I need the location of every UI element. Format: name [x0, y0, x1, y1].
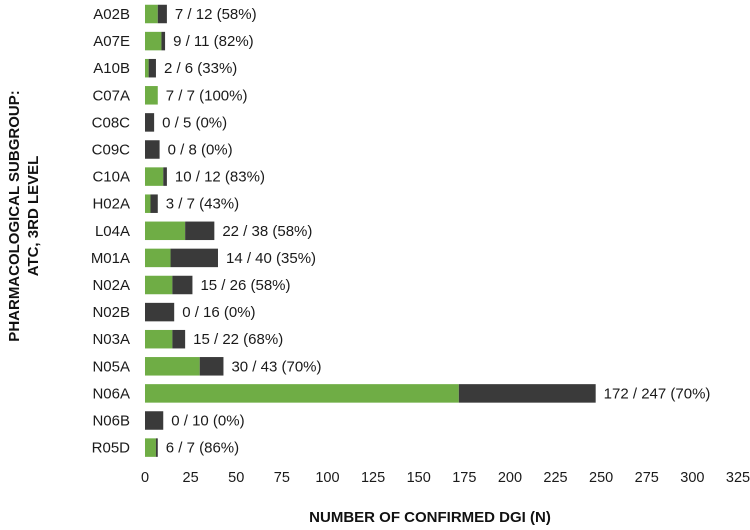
bar-remaining-segment	[145, 302, 175, 322]
category-label: N06A	[92, 385, 130, 402]
data-label: 9 / 11 (82%)	[173, 33, 254, 50]
data-label: 0 / 5 (0%)	[162, 114, 227, 131]
x-tick-label: 25	[183, 470, 199, 486]
data-label: 0 / 10 (0%)	[171, 413, 244, 430]
bar-confirmed-segment	[145, 31, 162, 51]
category-label: A02B	[93, 6, 130, 23]
category-label: N03A	[92, 331, 130, 348]
y-axis-title-line-2: ATC, 3RD LEVEL	[25, 156, 42, 277]
bar-confirmed-segment	[145, 438, 156, 457]
x-tick-label: 225	[543, 470, 567, 486]
data-label: 2 / 6 (33%)	[164, 60, 237, 77]
bar-confirmed-segment	[145, 194, 151, 213]
x-tick-label: 200	[498, 470, 522, 486]
category-label: N05A	[92, 358, 130, 375]
x-tick-label: 50	[228, 470, 244, 486]
data-label: 7 / 7 (100%)	[166, 87, 248, 104]
bar-remaining-segment	[163, 167, 167, 186]
bar-remaining-segment	[458, 384, 596, 403]
data-label: 6 / 7 (86%)	[166, 440, 239, 457]
category-label: N02B	[92, 304, 130, 321]
bar-confirmed-segment	[145, 167, 164, 186]
bar-confirmed-segment	[145, 58, 149, 78]
data-label: 15 / 26 (58%)	[200, 277, 290, 294]
bar-remaining-segment	[145, 140, 160, 159]
y-axis-title: PHARMACOLOGICAL SUBGROUP: ATC, 3RD LEVEL	[6, 90, 42, 341]
bar-remaining-segment	[145, 411, 164, 430]
category-label: C07A	[92, 87, 130, 104]
data-labels: 7 / 12 (58%) 9 / 11 (82%) 2 / 6 (33%) 7 / 7…	[162, 6, 710, 457]
data-label: 14 / 40 (35%)	[226, 250, 316, 267]
bar-confirmed-segment	[145, 357, 200, 376]
category-label: A10B	[93, 60, 130, 77]
bar-remaining-segment	[155, 438, 158, 457]
bar-remaining-segment	[148, 58, 156, 78]
x-axis-title: NUMBER OF CONFIRMED DGI (N)	[309, 509, 551, 526]
category-label: H02A	[92, 196, 130, 213]
data-label: 22 / 38 (58%)	[222, 223, 312, 240]
category-label: L04A	[95, 223, 130, 240]
data-label: 10 / 12 (83%)	[175, 169, 265, 186]
bar-remaining-segment	[157, 4, 167, 24]
category-label: A07E	[93, 33, 130, 50]
x-tick-label: 75	[274, 470, 290, 486]
bar-remaining-segment	[185, 221, 215, 241]
bar-confirmed-segment	[145, 221, 186, 241]
x-tick-label: 125	[361, 470, 385, 486]
y-axis-title-line-1: PHARMACOLOGICAL SUBGROUP:	[6, 90, 23, 341]
x-tick-label: 175	[452, 470, 476, 486]
x-tick-label: 100	[315, 470, 339, 486]
bar-remaining-segment	[172, 329, 186, 349]
bar-confirmed-segment	[145, 86, 158, 105]
category-label: N06B	[92, 413, 130, 430]
bar-remaining-segment	[161, 31, 166, 51]
data-label: 0 / 8 (0%)	[168, 142, 233, 159]
category-label: M01A	[91, 250, 130, 267]
x-tick-labels: 0 25 50 75 100 125 150 175 200 225 250 275 300 325	[141, 470, 750, 486]
x-tick-label: 0	[141, 470, 149, 486]
bar-confirmed-segment	[145, 248, 171, 268]
data-label: 30 / 43 (70%)	[231, 358, 321, 375]
bar-remaining-segment	[199, 357, 224, 376]
bar-confirmed-segment	[145, 4, 158, 24]
data-label: 0 / 16 (0%)	[182, 304, 255, 321]
x-tick-label: 275	[635, 470, 659, 486]
bar-remaining-segment	[150, 194, 158, 213]
data-label: 7 / 12 (58%)	[175, 6, 257, 23]
data-label: 15 / 22 (68%)	[193, 331, 283, 348]
x-tick-label: 300	[680, 470, 704, 486]
bar-remaining-segment	[172, 275, 193, 295]
x-tick-label: 250	[589, 470, 613, 486]
data-label: 172 / 247 (70%)	[604, 385, 711, 402]
category-label: R05D	[92, 440, 131, 457]
category-label: N02A	[92, 277, 130, 294]
bar-confirmed-segment	[145, 384, 459, 403]
bar-confirmed-segment	[145, 329, 173, 349]
x-tick-label: 325	[726, 470, 750, 486]
bar-remaining-segment	[170, 248, 218, 268]
x-tick-label: 150	[407, 470, 431, 486]
data-label: 3 / 7 (43%)	[166, 196, 239, 213]
bars-group	[145, 4, 596, 457]
category-label: C08C	[92, 114, 131, 131]
category-label: C09C	[92, 142, 131, 159]
bar-confirmed-segment	[145, 275, 173, 295]
category-label: C10A	[92, 169, 130, 186]
category-labels: A02B A07E A10B C07A C08C C09C C10A H02A L04A M01A…	[91, 6, 130, 457]
bar-remaining-segment	[145, 113, 155, 132]
